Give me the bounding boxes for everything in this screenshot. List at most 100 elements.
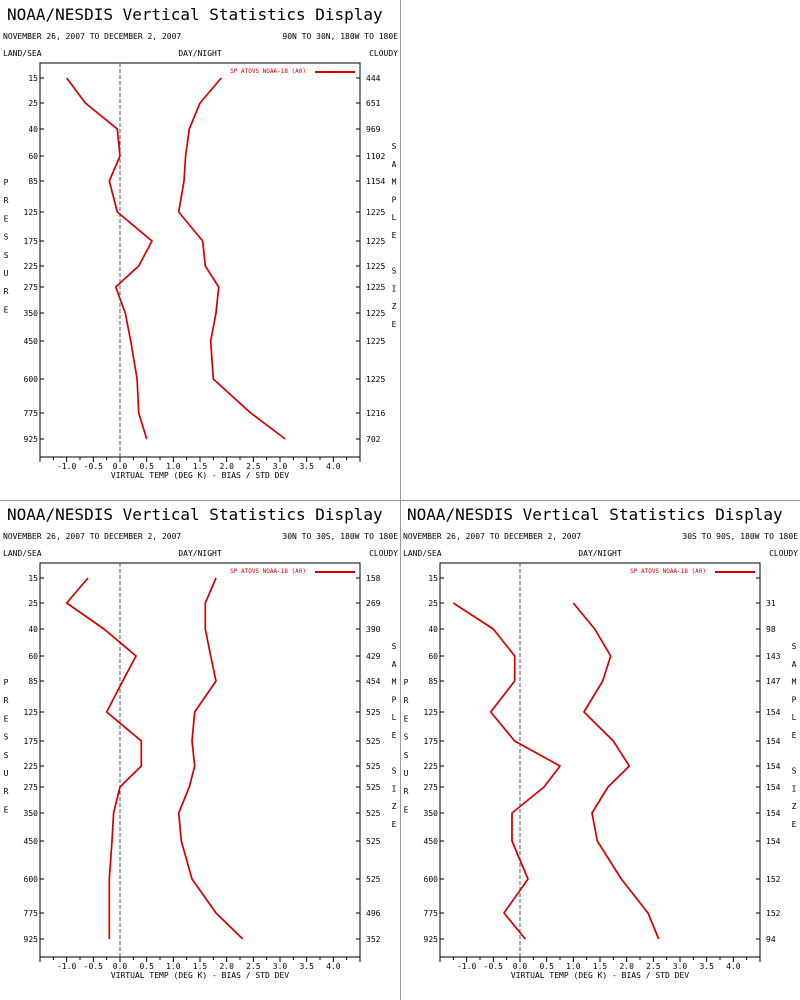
legend-label: SP ATOVS NOAA-18 (A0) — [630, 568, 706, 575]
series-line-std-dev — [572, 602, 660, 940]
pressure-level-label: 125 — [424, 708, 439, 717]
y-axis-label-char: U — [404, 769, 409, 778]
pressure-level-label: 925 — [24, 435, 39, 444]
chart-title: NOAA/NESDIS Vertical Statistics Display — [407, 505, 783, 524]
sample-size-label: 390 — [366, 625, 381, 634]
x-tick-label: 4.0 — [326, 962, 341, 971]
pressure-level-label: 60 — [28, 652, 38, 661]
x-tick-label: -1.0 — [57, 962, 76, 971]
pressure-level-label: 60 — [428, 652, 438, 661]
right-axis-label-char: S — [392, 267, 397, 276]
x-tick-label: 4.0 — [726, 962, 741, 971]
chart-panel-south: NOAA/NESDIS Vertical Statistics Display N… — [400, 500, 800, 1000]
region-label: 30S TO 90S, 180W TO 180E — [682, 532, 798, 541]
right-axis-label-char: A — [392, 160, 397, 169]
x-tick-label: 2.5 — [646, 962, 661, 971]
pressure-level-label: 40 — [428, 625, 438, 634]
day-night-label: DAY/NIGHT — [178, 49, 222, 58]
right-axis-label-char: A — [792, 660, 797, 669]
y-axis-label-char: R — [4, 287, 9, 296]
x-tick-label: -0.5 — [84, 462, 103, 471]
cloudy-label: CLOUDY — [369, 49, 398, 58]
y-axis-label-char: P — [404, 678, 409, 687]
land-sea-label: LAND/SEA — [403, 549, 442, 558]
pressure-level-label: 450 — [24, 837, 39, 846]
right-axis-label-char: Z — [392, 302, 397, 311]
sample-size-label: 154 — [766, 762, 781, 771]
pressure-level-label: 450 — [424, 837, 439, 846]
y-axis-label-char: S — [4, 751, 9, 760]
x-tick-label: 2.0 — [219, 962, 234, 971]
x-tick-label: 3.5 — [699, 962, 714, 971]
sample-size-label: 496 — [366, 909, 381, 918]
sample-size-label: 154 — [766, 737, 781, 746]
pressure-level-label: 600 — [424, 875, 439, 884]
x-tick-label: 3.5 — [299, 962, 314, 971]
pressure-level-label: 350 — [24, 809, 39, 818]
right-axis-label-char: I — [392, 284, 397, 293]
x-tick-label: 3.5 — [299, 462, 314, 471]
chart-title: NOAA/NESDIS Vertical Statistics Display — [7, 5, 383, 24]
sample-size-label: 525 — [366, 809, 381, 818]
day-night-label: DAY/NIGHT — [578, 549, 622, 558]
x-tick-label: 0.5 — [139, 962, 154, 971]
pressure-level-label: 85 — [28, 677, 38, 686]
right-axis-label-char: P — [792, 695, 797, 704]
series-line-bias — [66, 77, 153, 440]
x-axis-label: VIRTUAL TEMP (DEG K) - BIAS / STD DEV — [111, 471, 289, 480]
x-tick-label: 0.0 — [113, 962, 128, 971]
pressure-level-label: 775 — [24, 909, 39, 918]
pressure-level-label: 450 — [24, 337, 39, 346]
sample-size-label: 1225 — [366, 237, 385, 246]
x-tick-label: 3.0 — [273, 962, 288, 971]
y-axis-label-char: R — [404, 787, 409, 796]
sample-size-label: 525 — [366, 708, 381, 717]
right-axis-label-char: E — [392, 231, 397, 240]
x-tick-label: 1.5 — [193, 462, 208, 471]
right-axis-label-char: L — [792, 713, 797, 722]
sample-size-label: 1225 — [366, 208, 385, 217]
plot-frame — [39, 562, 361, 958]
x-tick-label: -0.5 — [484, 962, 503, 971]
pressure-level-label: 350 — [24, 309, 39, 318]
y-axis-label-char: P — [4, 678, 9, 687]
x-tick-label: 1.0 — [166, 962, 181, 971]
pressure-level-label: 225 — [424, 762, 439, 771]
right-axis-label-char: S — [392, 142, 397, 151]
x-tick-label: 1.5 — [193, 962, 208, 971]
empty-panel — [401, 0, 800, 500]
pressure-level-label: 40 — [28, 125, 38, 134]
y-axis-label-char: E — [404, 714, 409, 723]
pressure-level-label: 15 — [28, 574, 38, 583]
y-axis-label-char: S — [4, 733, 9, 742]
chart-title: NOAA/NESDIS Vertical Statistics Display — [7, 505, 383, 524]
sample-size-label: 1154 — [366, 177, 385, 186]
right-axis-label-char: S — [792, 642, 797, 651]
x-tick-label: 0.5 — [539, 962, 554, 971]
x-tick-label: 0.0 — [113, 462, 128, 471]
sample-size-label: 525 — [366, 737, 381, 746]
sample-size-label: 702 — [366, 435, 381, 444]
sample-size-label: 94 — [766, 935, 776, 944]
pressure-level-label: 925 — [424, 935, 439, 944]
legend-label: SP ATOVS NOAA-18 (A0) — [230, 568, 306, 575]
chart-panel-tropics: NOAA/NESDIS Vertical Statistics Display N… — [0, 500, 400, 1000]
sample-size-label: 525 — [366, 762, 381, 771]
pressure-level-label: 600 — [24, 875, 39, 884]
sample-size-label: 525 — [366, 837, 381, 846]
x-tick-label: 3.0 — [673, 962, 688, 971]
y-axis-label-char: P — [4, 178, 9, 187]
right-axis-label-char: M — [392, 678, 397, 687]
plot-frame — [439, 562, 761, 958]
x-axis-label: VIRTUAL TEMP (DEG K) - BIAS / STD DEV — [511, 971, 689, 980]
sample-size-label: 429 — [366, 652, 381, 661]
sample-size-label: 154 — [766, 837, 781, 846]
region-label: 30N TO 30S, 180W TO 180E — [282, 532, 398, 541]
x-tick-label: -0.5 — [84, 962, 103, 971]
right-axis-label-char: I — [792, 784, 797, 793]
x-tick-label: 1.0 — [566, 962, 581, 971]
sample-size-label: 525 — [366, 875, 381, 884]
series-line-std-dev — [177, 577, 244, 940]
right-axis-label-char: E — [392, 320, 397, 329]
y-axis-label-char: E — [404, 805, 409, 814]
